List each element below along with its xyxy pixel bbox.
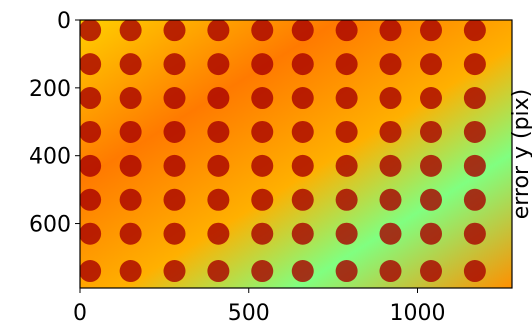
y-tick-label: 0 bbox=[57, 9, 71, 34]
point bbox=[291, 87, 314, 110]
y-tick-label: 200 bbox=[29, 77, 71, 102]
point bbox=[251, 260, 274, 283]
point bbox=[463, 20, 486, 42]
point bbox=[291, 20, 314, 42]
x-tick-label: 500 bbox=[228, 301, 270, 326]
point bbox=[379, 87, 402, 110]
point bbox=[251, 222, 274, 245]
point bbox=[291, 120, 314, 143]
point bbox=[119, 87, 142, 110]
point bbox=[291, 53, 314, 76]
point bbox=[207, 222, 230, 245]
point bbox=[420, 222, 442, 245]
point bbox=[163, 120, 186, 143]
point bbox=[119, 260, 142, 283]
point bbox=[119, 20, 142, 42]
point bbox=[163, 260, 186, 283]
point bbox=[379, 120, 402, 143]
point bbox=[420, 87, 442, 110]
point bbox=[207, 154, 230, 177]
point bbox=[335, 53, 358, 76]
point bbox=[163, 20, 186, 42]
x-tick-label: 0 bbox=[73, 301, 87, 326]
point bbox=[335, 20, 358, 42]
point bbox=[251, 53, 274, 76]
point bbox=[80, 120, 102, 143]
colorbar-label: error y (pix) bbox=[509, 89, 532, 220]
point bbox=[80, 188, 102, 211]
point bbox=[463, 154, 486, 177]
point bbox=[335, 87, 358, 110]
point bbox=[80, 20, 102, 42]
point bbox=[80, 222, 102, 245]
point bbox=[335, 222, 358, 245]
point bbox=[335, 260, 358, 283]
point bbox=[463, 120, 486, 143]
point bbox=[119, 222, 142, 245]
point bbox=[119, 120, 142, 143]
y-tick-label: 600 bbox=[29, 213, 71, 238]
point bbox=[251, 154, 274, 177]
point bbox=[291, 188, 314, 211]
point bbox=[251, 87, 274, 110]
point bbox=[420, 188, 442, 211]
x-tick-label: 1000 bbox=[390, 301, 446, 326]
point bbox=[163, 87, 186, 110]
point bbox=[80, 260, 102, 283]
point bbox=[251, 188, 274, 211]
point bbox=[207, 188, 230, 211]
point bbox=[463, 87, 486, 110]
point bbox=[463, 260, 486, 283]
point bbox=[207, 87, 230, 110]
point bbox=[335, 188, 358, 211]
y-tick-label: 400 bbox=[29, 145, 71, 170]
point bbox=[163, 53, 186, 76]
point bbox=[335, 154, 358, 177]
point bbox=[291, 260, 314, 283]
point bbox=[207, 20, 230, 42]
point bbox=[420, 154, 442, 177]
point bbox=[251, 20, 274, 42]
point bbox=[463, 188, 486, 211]
point bbox=[379, 154, 402, 177]
point bbox=[463, 53, 486, 76]
point bbox=[420, 120, 442, 143]
point bbox=[119, 188, 142, 211]
point bbox=[379, 20, 402, 42]
point bbox=[420, 260, 442, 283]
point bbox=[420, 20, 442, 42]
point bbox=[379, 53, 402, 76]
plot-area bbox=[80, 20, 486, 283]
point bbox=[163, 154, 186, 177]
point bbox=[291, 154, 314, 177]
point bbox=[80, 53, 102, 76]
point bbox=[207, 53, 230, 76]
point bbox=[379, 188, 402, 211]
point bbox=[80, 87, 102, 110]
point bbox=[463, 222, 486, 245]
point bbox=[335, 120, 358, 143]
point bbox=[207, 260, 230, 283]
point bbox=[163, 222, 186, 245]
point bbox=[119, 154, 142, 177]
point bbox=[163, 188, 186, 211]
point bbox=[379, 260, 402, 283]
point bbox=[291, 222, 314, 245]
point bbox=[251, 120, 274, 143]
point bbox=[80, 154, 102, 177]
point bbox=[119, 53, 142, 76]
point bbox=[420, 53, 442, 76]
point bbox=[379, 222, 402, 245]
point bbox=[207, 120, 230, 143]
axes-frame bbox=[79, 19, 513, 289]
